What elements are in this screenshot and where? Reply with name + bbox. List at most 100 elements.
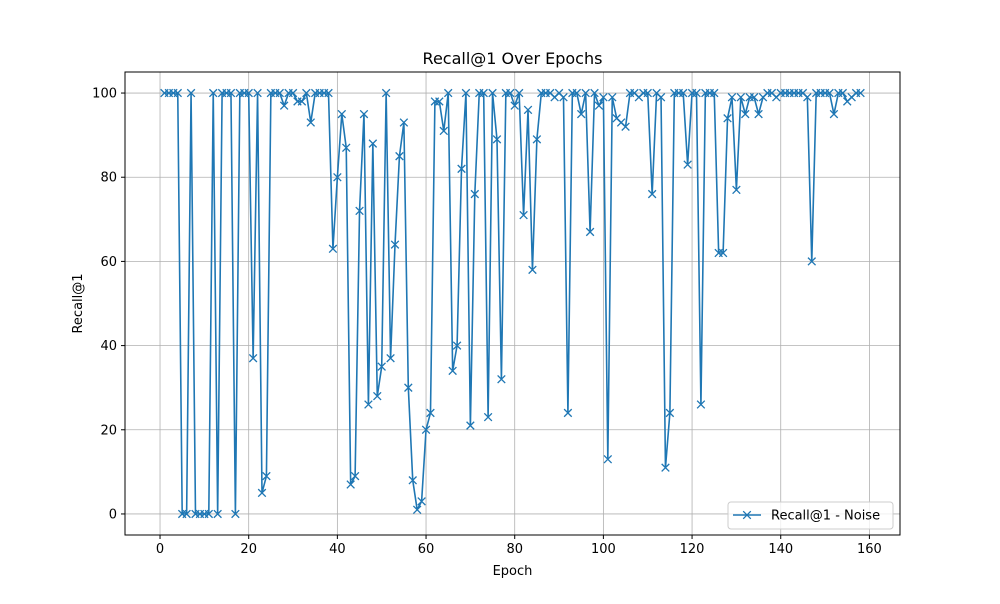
data-point-x-marker	[346, 480, 355, 489]
data-point-x-marker	[483, 412, 493, 422]
data-point-x-marker	[576, 109, 586, 119]
x-axis-ticks: 0 20 40 60 80 100 120 140 160	[156, 535, 882, 557]
series-line	[164, 92, 861, 515]
data-point-x-marker	[572, 88, 582, 98]
plot-frame	[124, 71, 901, 536]
legend: Recall@1 - Noise	[727, 501, 894, 530]
data-point-x-marker	[479, 88, 488, 98]
y-tick-label: 100	[92, 87, 117, 102]
data-point-x-marker	[173, 88, 183, 98]
y-axis-label: Recall@1	[71, 273, 86, 333]
data-point-x-marker	[364, 400, 373, 409]
data-point-x-marker	[727, 92, 737, 102]
data-point-x-marker	[204, 509, 214, 519]
data-point-x-marker	[678, 88, 688, 98]
data-point-x-marker	[838, 88, 848, 98]
data-point-x-marker	[421, 425, 431, 435]
data-point-x-marker	[439, 126, 449, 136]
legend-x-marker-icon	[742, 510, 752, 520]
data-point-x-marker	[732, 185, 741, 195]
data-point-x-marker	[683, 160, 692, 169]
data-point-x-marker	[426, 408, 435, 418]
y-tick-label: 0	[109, 507, 117, 522]
data-point-x-marker	[723, 114, 732, 123]
y-axis-ticks: 0 20 40 60 80 100	[92, 87, 125, 522]
data-point-x-marker	[692, 88, 701, 98]
data-point-x-marker	[825, 88, 834, 98]
data-point-x-marker	[470, 189, 480, 199]
data-point-x-marker	[377, 362, 386, 371]
data-point-x-marker	[709, 88, 719, 98]
data-point-x-marker	[603, 454, 613, 464]
data-point-x-marker	[856, 88, 865, 98]
data-point-x-marker	[359, 109, 369, 119]
data-point-x-marker	[381, 88, 391, 98]
data-point-x-marker	[528, 265, 537, 275]
x-tick-label: 100	[591, 542, 616, 557]
data-point-x-marker	[231, 509, 240, 519]
data-point-x-marker	[182, 509, 191, 519]
data-point-x-marker	[594, 101, 604, 110]
data-point-x-marker	[417, 497, 426, 506]
legend-label: Recall@1 - Noise	[771, 509, 880, 524]
data-point-x-marker	[741, 109, 750, 119]
data-point-x-marker	[288, 88, 298, 98]
y-tick-label: 40	[100, 339, 117, 354]
data-point-x-marker	[647, 189, 657, 199]
data-point-x-marker	[262, 471, 271, 481]
data-point-x-marker	[386, 353, 395, 363]
data-point-x-marker	[523, 105, 533, 115]
data-point-x-marker	[435, 97, 444, 106]
data-point-x-marker	[306, 118, 316, 127]
data-point-x-marker	[488, 88, 497, 98]
data-point-x-marker	[452, 341, 462, 350]
data-point-x-marker	[829, 109, 839, 119]
data-point-x-marker	[404, 383, 413, 392]
data-point-x-marker	[297, 97, 307, 106]
data-point-x-marker	[244, 88, 253, 98]
data-point-x-marker	[803, 92, 812, 102]
data-point-x-marker	[643, 88, 652, 98]
data-point-x-marker	[510, 101, 519, 110]
data-point-x-marker	[621, 122, 630, 131]
data-point-x-marker	[350, 471, 360, 481]
data-point-x-marker	[324, 88, 333, 98]
data-point-x-marker	[607, 92, 617, 102]
data-point-x-marker	[585, 227, 595, 237]
y-tick-label: 80	[100, 171, 117, 186]
data-point-x-marker	[665, 408, 675, 418]
data-point-x-marker	[448, 366, 457, 376]
data-point-x-marker	[373, 391, 382, 401]
legend-box	[727, 501, 894, 530]
data-point-x-marker	[328, 244, 338, 254]
data-point-x-marker	[248, 353, 258, 363]
data-point-x-marker	[275, 88, 284, 98]
chart-title: Recall@1 Over Epochs	[423, 49, 603, 68]
data-point-x-marker	[337, 109, 347, 119]
data-point-x-marker	[461, 88, 471, 98]
data-point-x-marker	[341, 143, 351, 153]
data-point-x-marker	[443, 88, 453, 98]
data-point-x-marker	[226, 88, 236, 98]
y-tick-label: 20	[100, 423, 117, 438]
data-point-x-marker	[754, 109, 763, 119]
data-point-x-marker	[302, 88, 311, 98]
data-point-x-marker	[368, 139, 378, 148]
data-point-x-marker	[519, 210, 528, 220]
data-point-x-marker	[581, 88, 590, 98]
data-point-x-marker	[590, 88, 599, 98]
data-point-x-marker	[408, 476, 418, 485]
data-point-x-marker	[718, 248, 728, 258]
data-point-x-marker	[563, 408, 573, 418]
y-tick-label: 60	[100, 255, 117, 270]
data-point-x-marker	[656, 92, 666, 102]
data-point-x-marker	[559, 92, 568, 102]
series-layer	[160, 88, 865, 519]
x-tick-label: 40	[329, 542, 346, 557]
data-point-x-marker	[497, 375, 506, 384]
data-point-x-marker	[399, 118, 409, 127]
data-point-x-marker	[736, 92, 746, 102]
data-point-x-marker	[186, 88, 196, 98]
